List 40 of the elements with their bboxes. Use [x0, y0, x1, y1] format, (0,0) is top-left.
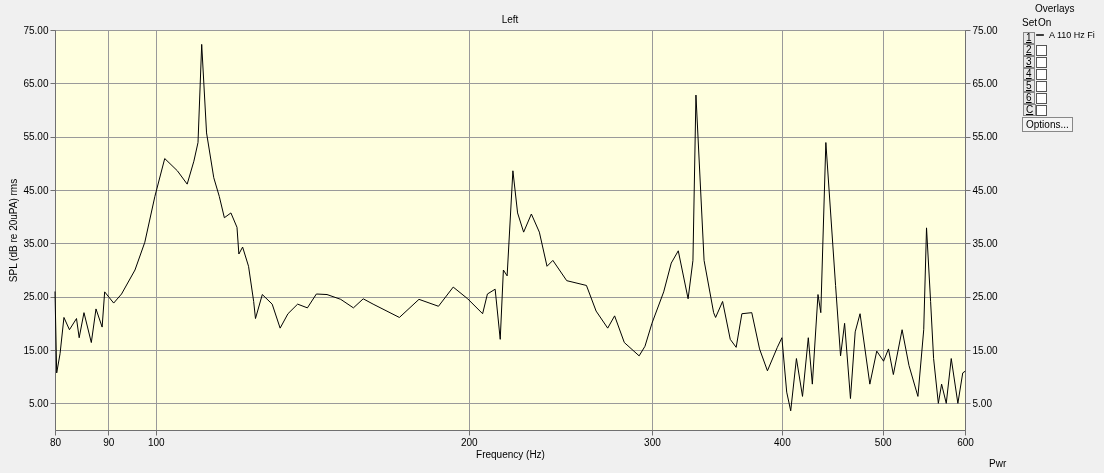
y-tick-label: 65.00: [23, 77, 49, 89]
y2-tick-label: 35.00: [972, 237, 998, 249]
text: 4: [1023, 68, 1035, 80]
y2-tick-label: 15.00: [972, 344, 998, 356]
y2-tick-label: 5.00: [972, 397, 993, 409]
legend-title: Overlays: [1035, 3, 1075, 14]
x-axis-title: Frequency (Hz): [476, 448, 545, 460]
y-tick-label: 35.00: [23, 237, 49, 249]
text: On: [1038, 17, 1052, 28]
y-tick-label: 75.00: [23, 24, 49, 36]
y2-tick-label: 45.00: [972, 184, 998, 196]
y-tick-label: 45.00: [23, 184, 49, 196]
y2-tick-label: 25.00: [972, 291, 998, 303]
text: 2: [1023, 44, 1035, 56]
y-tick-label: 5.00: [29, 397, 49, 409]
x-tick-label: 400: [774, 436, 792, 448]
x-tick-label: 90: [103, 436, 115, 448]
x-tick-label: 300: [644, 436, 662, 448]
text: 6: [1023, 92, 1035, 104]
text: Pwr: [989, 458, 1007, 469]
legend-label: A 110 Hz Fi: [1049, 30, 1095, 40]
y-tick-label: 25.00: [23, 291, 49, 303]
text: 1: [1023, 32, 1035, 44]
text: 3: [1023, 56, 1035, 68]
text: 5: [1023, 80, 1035, 92]
text: Options...: [1022, 117, 1073, 132]
x-tick-label: 100: [147, 436, 166, 448]
y2-tick-label: 75.00: [972, 24, 998, 36]
x-tick-label: 500: [874, 436, 892, 448]
x-tick-label: 600: [957, 436, 975, 448]
y-tick-label: 55.00: [23, 131, 49, 143]
y2-tick-label: 55.00: [972, 131, 998, 143]
y-axis-title: SPL (dB re 20uPA) rms: [8, 178, 20, 283]
y2-tick-label: 65.00: [972, 77, 998, 89]
text: Set: [1022, 17, 1038, 28]
text: C: [1023, 104, 1037, 116]
chart-title: Left: [500, 14, 520, 25]
x-tick-label: 200: [460, 436, 479, 448]
x-tick-label: 80: [49, 436, 62, 448]
y-tick-label: 15.00: [23, 344, 49, 356]
